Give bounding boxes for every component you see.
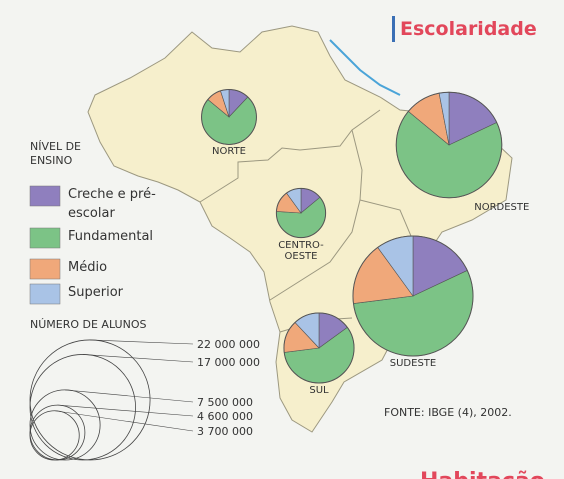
region-label: SUL: [309, 385, 329, 397]
scale-leader: [54, 410, 194, 432]
region-label: NORDESTE: [474, 201, 530, 213]
legend-swatch: [29, 227, 61, 249]
pie-outline: [275, 187, 327, 239]
legend-swatch: [29, 283, 61, 305]
scale-circle: [29, 404, 86, 461]
region-label: CENTRO-OESTE: [278, 239, 324, 262]
scale-leader: [90, 339, 194, 345]
scale-label: 17 000 000: [197, 356, 260, 369]
source: FONTE: IBGE (4), 2002.: [384, 406, 512, 419]
scale-circle: [29, 389, 101, 461]
pie-outline: [352, 235, 474, 357]
scale-label: 4 600 000: [197, 410, 253, 423]
title-bar: [392, 16, 395, 42]
region-border: [199, 109, 381, 203]
pie-outline: [201, 89, 257, 145]
pie-outline: [283, 312, 355, 384]
region-label: SUDESTE: [389, 358, 437, 370]
region-label: NORTE: [212, 146, 246, 158]
legend-label: Creche e pré-escolar: [68, 187, 156, 221]
scale-leader: [82, 354, 194, 363]
scale-leader: [57, 404, 194, 417]
legend-label: Superior: [68, 285, 123, 300]
scale-leader: [65, 389, 194, 403]
scale-label: 7 500 000: [197, 396, 253, 409]
legend-title: NÍVEL DE ENSINO: [30, 140, 81, 167]
region-border: [269, 129, 363, 301]
legend-swatch: [29, 185, 61, 207]
legend-label: Fundamental: [68, 229, 154, 244]
legend-label: Médio: [68, 260, 108, 275]
scale-label: 22 000 000: [197, 338, 260, 351]
sea-coast: [329, 39, 401, 96]
title: Escolaridade: [400, 18, 537, 40]
next-title: Habitação: [420, 469, 545, 479]
scale-title: NÚMERO DE ALUNOS: [30, 318, 147, 331]
scale-circle: [29, 410, 80, 461]
legend-swatch: [29, 258, 61, 280]
scale-label: 3 700 000: [197, 425, 253, 438]
pie-outline: [395, 91, 503, 199]
